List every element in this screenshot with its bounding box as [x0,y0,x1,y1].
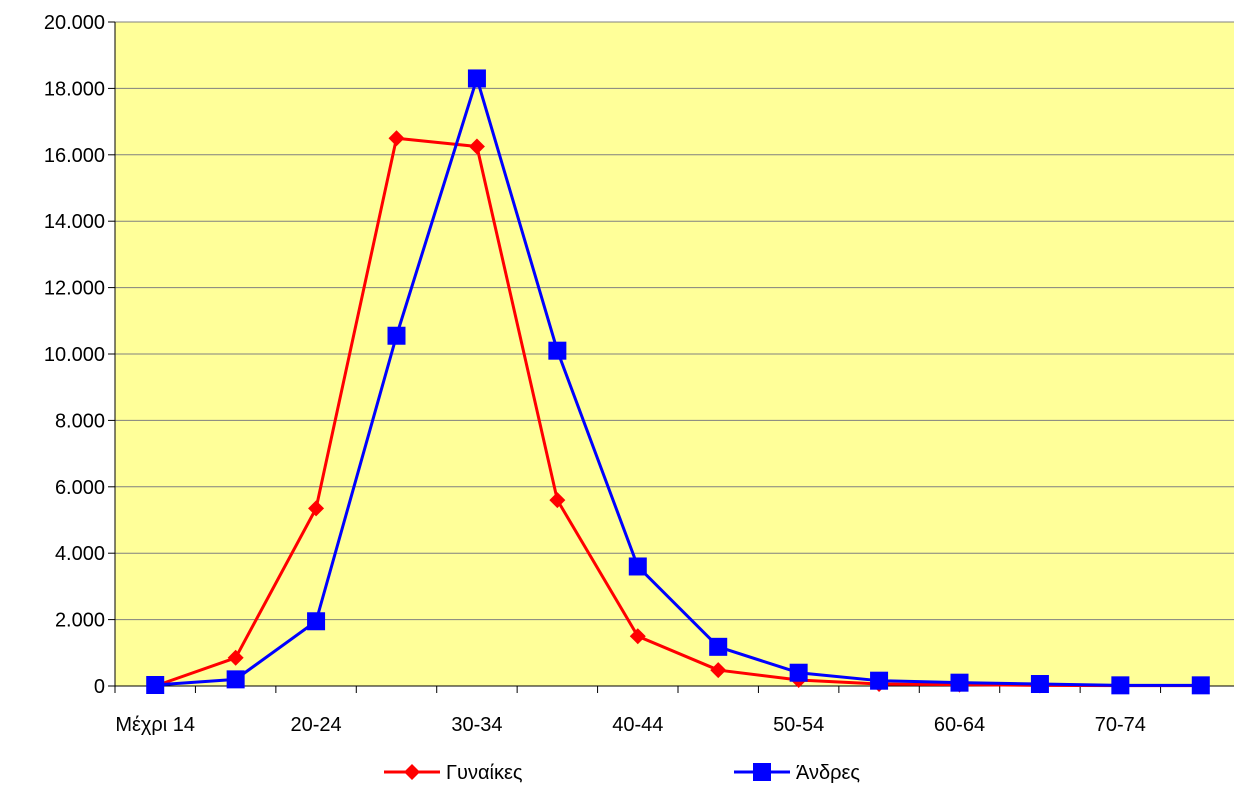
data-point [388,130,405,147]
legend-item-men: Άνδρες [734,762,860,784]
data-point [387,326,406,345]
data-point [548,341,567,360]
legend-label: Άνδρες [796,762,860,784]
y-axis-tick-labels: 0 2.000 4.000 6.000 8.000 10.000 12.000 14.000 1… [44,12,105,698]
data-point [146,676,165,695]
legend-label: Γυναίκες [446,762,523,784]
data-point [227,649,244,666]
data-point [628,557,647,576]
x-tick-label: 30-34 [451,714,502,736]
legend-marker [404,764,420,780]
x-tick-label: 70-74 [1095,714,1146,736]
legend: Γυναίκες Άνδρες [384,762,860,784]
gridlines [115,21,1234,621]
y-tick-label: 14.000 [44,211,105,233]
x-axis-tick-labels: Μέχρι 14 20-24 30-34 40-44 50-54 60-64 70-74 [115,714,1146,736]
data-point [709,637,728,656]
data-point [308,500,325,517]
y-tick-label: 0 [94,676,105,698]
y-tick-label: 18.000 [44,78,105,100]
data-point [629,628,646,645]
data-point [710,662,727,679]
data-point [1191,676,1210,695]
x-tick-label: Μέχρι 14 [115,714,195,736]
x-tick-label: 40-44 [612,714,663,736]
y-tick-label: 20.000 [44,12,105,34]
data-point [467,69,486,88]
series-men [146,69,1210,695]
data-point [468,138,485,155]
data-point [226,670,245,689]
data-point [870,671,889,690]
data-point [789,663,808,682]
series-line [155,76,1201,687]
y-tick-label: 12.000 [44,278,105,300]
y-tick-label: 8.000 [55,410,105,432]
data-point [307,612,326,631]
y-tick-label: 10.000 [44,344,105,366]
legend-item-women: Γυναίκες [384,762,523,784]
data-point [549,492,566,509]
y-tick-label: 2.000 [55,610,105,632]
legend-marker [753,763,771,781]
data-point [1111,676,1130,695]
data-point [950,673,969,692]
series-group [146,69,1210,695]
x-tick-label: 60-64 [934,714,985,736]
data-point [1030,675,1049,694]
x-tick-label: 50-54 [773,714,824,736]
y-tick-label: 16.000 [44,145,105,167]
y-tick-label: 6.000 [55,477,105,499]
x-tick-label: 20-24 [290,714,341,736]
y-tick-label: 4.000 [55,543,105,565]
